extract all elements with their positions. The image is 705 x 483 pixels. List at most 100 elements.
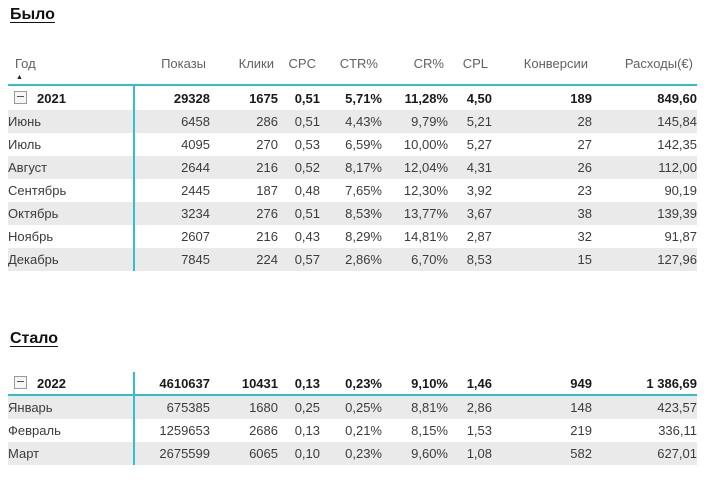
collapse-icon[interactable]: [14, 376, 27, 390]
total-value-cell: 4610637: [133, 372, 210, 396]
value-cell: 6065: [210, 442, 278, 465]
column-header-Конверсии[interactable]: Конверсии: [492, 52, 592, 86]
sort-ascending-icon: ▲: [16, 74, 23, 81]
value-cell: 0,51: [278, 202, 320, 225]
value-cell: 0,48: [294, 183, 320, 198]
total-value-cell: 4,50: [448, 86, 492, 110]
collapse-icon[interactable]: [14, 91, 27, 105]
data-row-Октябрь: Октябрь 3234 276 0,51 8,53% 13,77% 3,67 38 139,3…: [8, 202, 697, 225]
value-cell: 0,21%: [345, 423, 382, 438]
data-row-Январь: Январь 675385 1680 0,25 0,25% 8,81% 2,86 148 423…: [8, 396, 697, 419]
row-label-cell: Июнь: [8, 110, 133, 133]
value-cell: 112,00: [592, 156, 697, 179]
value-cell: 148: [492, 396, 592, 419]
value-cell: 216: [210, 156, 278, 179]
value-cell: 276: [210, 202, 278, 225]
value-cell: 8,53: [448, 248, 492, 271]
value-cell: 675385: [133, 396, 210, 419]
value-cell: 2,86%: [320, 248, 382, 271]
total-value-cell: 11,28%: [382, 86, 448, 110]
column-header-CPC[interactable]: CPC: [278, 52, 320, 86]
value-cell: 1259653: [133, 419, 210, 442]
matrix-before: Год ▲ Показы Клики CPC CTR% CR% CPL Конверсии Рас…: [8, 52, 697, 271]
data-row-Сентябрь: Сентябрь 2445 187 0,48 7,65% 12,30% 3,92 23 90,1…: [8, 179, 697, 202]
value-cell: 10,00%: [403, 137, 448, 152]
table-after-title: Стало: [10, 330, 59, 347]
value-cell: 9,79%: [382, 110, 448, 133]
row-label-cell: Июль: [8, 137, 42, 152]
value-cell: 28: [492, 110, 592, 133]
value-cell: 627,01: [592, 442, 697, 465]
value-cell: 216: [256, 229, 278, 244]
value-cell: 0,25: [278, 396, 320, 419]
column-header-label: Расходы(€): [624, 56, 693, 71]
value-cell: 2675599: [133, 442, 210, 465]
total-value-cell: 0,51: [278, 86, 320, 110]
total-row-label-cell[interactable]: 2021: [8, 86, 133, 110]
value-cell: 3234: [133, 202, 210, 225]
total-row-label-cell[interactable]: 2022: [8, 372, 133, 396]
value-cell: 2607: [133, 225, 210, 248]
value-cell: 6458: [133, 110, 210, 133]
value-cell: 6,70%: [382, 248, 448, 271]
value-cell: 9,60%: [382, 442, 448, 465]
value-cell: 8,15%: [411, 423, 448, 438]
column-header-label: Конверсии: [523, 56, 588, 71]
column-header-CR%[interactable]: CR%: [382, 52, 448, 86]
value-cell: 145,84: [592, 110, 697, 133]
value-cell: 23: [577, 183, 592, 198]
total-value-cell: 9,10%: [382, 372, 448, 396]
value-cell: 7,65%: [345, 183, 382, 198]
row-label-cell: Октябрь: [8, 202, 133, 225]
value-cell: 8,17%: [320, 156, 382, 179]
row-label-cell: Декабрь: [8, 248, 133, 271]
value-cell: 0,43: [294, 229, 320, 244]
value-cell: 91,87: [664, 229, 697, 244]
total-value-cell: 1675: [210, 86, 278, 110]
column-header-Клики[interactable]: Клики: [210, 52, 278, 86]
data-row-Февраль: Февраль 1259653 2686 0,13 0,21% 8,15% 1,53 219 3…: [8, 419, 697, 442]
value-cell: 13,77%: [382, 202, 448, 225]
total-value-cell: 1,46: [448, 372, 492, 396]
total-value-cell: 189: [492, 86, 592, 110]
row-label-cell: Сентябрь: [8, 183, 67, 198]
value-cell: 4,31: [448, 156, 492, 179]
value-cell: 2686: [249, 423, 278, 438]
value-cell: 1680: [210, 396, 278, 419]
column-header-label: CTR%: [339, 56, 378, 71]
value-cell: 15: [492, 248, 592, 271]
column-header-CTR%[interactable]: CTR%: [320, 52, 382, 86]
total-row: 2022 4610637 10431 0,13 0,23% 9,10% 1,46 949 1 3…: [8, 372, 697, 396]
column-header-label: Клики: [238, 56, 274, 71]
total-row-label: 2022: [37, 376, 66, 392]
value-cell: 12,04%: [382, 156, 448, 179]
value-cell: 187: [256, 183, 278, 198]
column-header-CPL[interactable]: CPL: [448, 52, 492, 86]
column-header-Расходы(€)[interactable]: Расходы(€): [592, 52, 697, 86]
row-label-cell: Февраль: [8, 423, 61, 438]
value-cell: 582: [492, 442, 592, 465]
value-cell: 32: [577, 229, 592, 244]
value-cell: 27: [577, 137, 592, 152]
value-cell: 2,87: [466, 229, 492, 244]
total-value-cell: 849,60: [592, 86, 697, 110]
value-cell: 3,67: [448, 202, 492, 225]
value-cell: 8,29%: [345, 229, 382, 244]
total-value-cell: 1 386,69: [592, 372, 697, 396]
value-cell: 5,21: [448, 110, 492, 133]
data-row-Август: Август 2644 216 0,52 8,17% 12,04% 4,31 26 112,00: [8, 156, 697, 179]
value-cell: 7845: [133, 248, 210, 271]
value-cell: 0,52: [278, 156, 320, 179]
value-cell: 224: [210, 248, 278, 271]
value-cell: 2445: [133, 179, 210, 202]
column-header-label: CPC: [288, 56, 316, 71]
column-header-label: Показы: [161, 56, 206, 71]
value-cell: 286: [210, 110, 278, 133]
value-cell: 14,81%: [403, 229, 448, 244]
value-cell: 1,53: [466, 423, 492, 438]
column-header-Показы[interactable]: Показы: [133, 52, 210, 86]
column-header-Год[interactable]: Год ▲: [8, 52, 133, 86]
total-value-cell: 949: [492, 372, 592, 396]
value-cell: 3,92: [466, 183, 492, 198]
total-value-cell: 0,23%: [320, 372, 382, 396]
